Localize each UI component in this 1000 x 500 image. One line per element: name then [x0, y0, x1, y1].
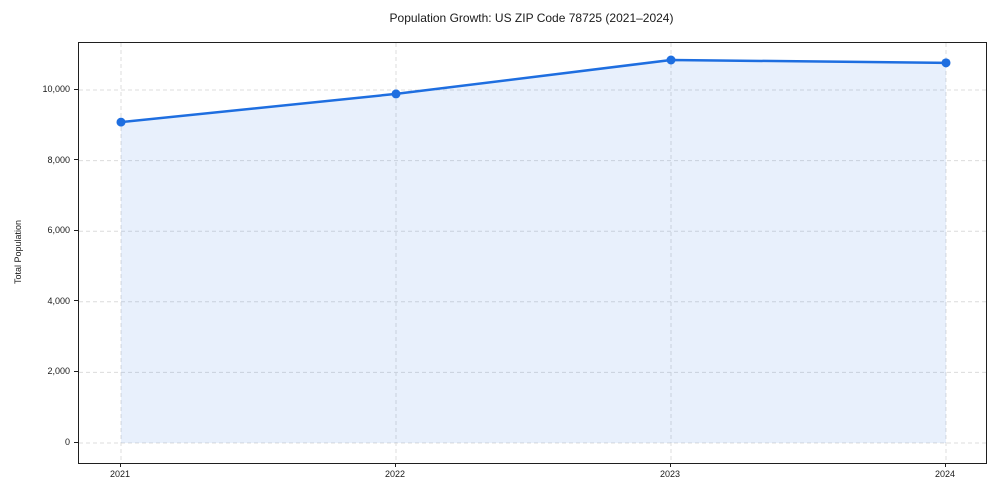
- line-chart-svg: [79, 43, 986, 463]
- data-point-marker: [116, 117, 126, 127]
- data-point-marker: [391, 89, 401, 99]
- x-tick-label: 2023: [659, 469, 681, 479]
- y-tick-mark: [74, 159, 78, 161]
- x-tick-label: 2022: [384, 469, 406, 479]
- x-tick-mark: [119, 463, 121, 467]
- data-point-marker: [941, 58, 951, 68]
- plot-area: [78, 42, 987, 464]
- x-tick-label: 2021: [109, 469, 131, 479]
- y-tick-mark: [74, 370, 78, 372]
- x-tick-mark: [669, 463, 671, 467]
- area-fill: [121, 59, 946, 444]
- chart-title: Population Growth: US ZIP Code 78725 (20…: [389, 11, 674, 25]
- y-tick-label: 4,000: [47, 295, 70, 306]
- data-point-marker: [666, 55, 676, 65]
- y-tick-label: 8,000: [47, 154, 70, 165]
- y-tick-label: 6,000: [47, 225, 70, 236]
- y-tick-mark: [74, 300, 78, 302]
- y-tick-label: 2,000: [47, 366, 70, 377]
- x-tick-label: 2024: [934, 469, 956, 479]
- x-tick-mark: [394, 463, 396, 467]
- y-tick-label: 10,000: [42, 84, 70, 94]
- y-tick-label: 0: [64, 437, 70, 447]
- y-tick-mark: [74, 229, 78, 231]
- y-tick-mark: [74, 441, 78, 443]
- x-tick-mark: [944, 463, 946, 467]
- y-tick-mark: [74, 88, 78, 90]
- series-line: [120, 58, 947, 124]
